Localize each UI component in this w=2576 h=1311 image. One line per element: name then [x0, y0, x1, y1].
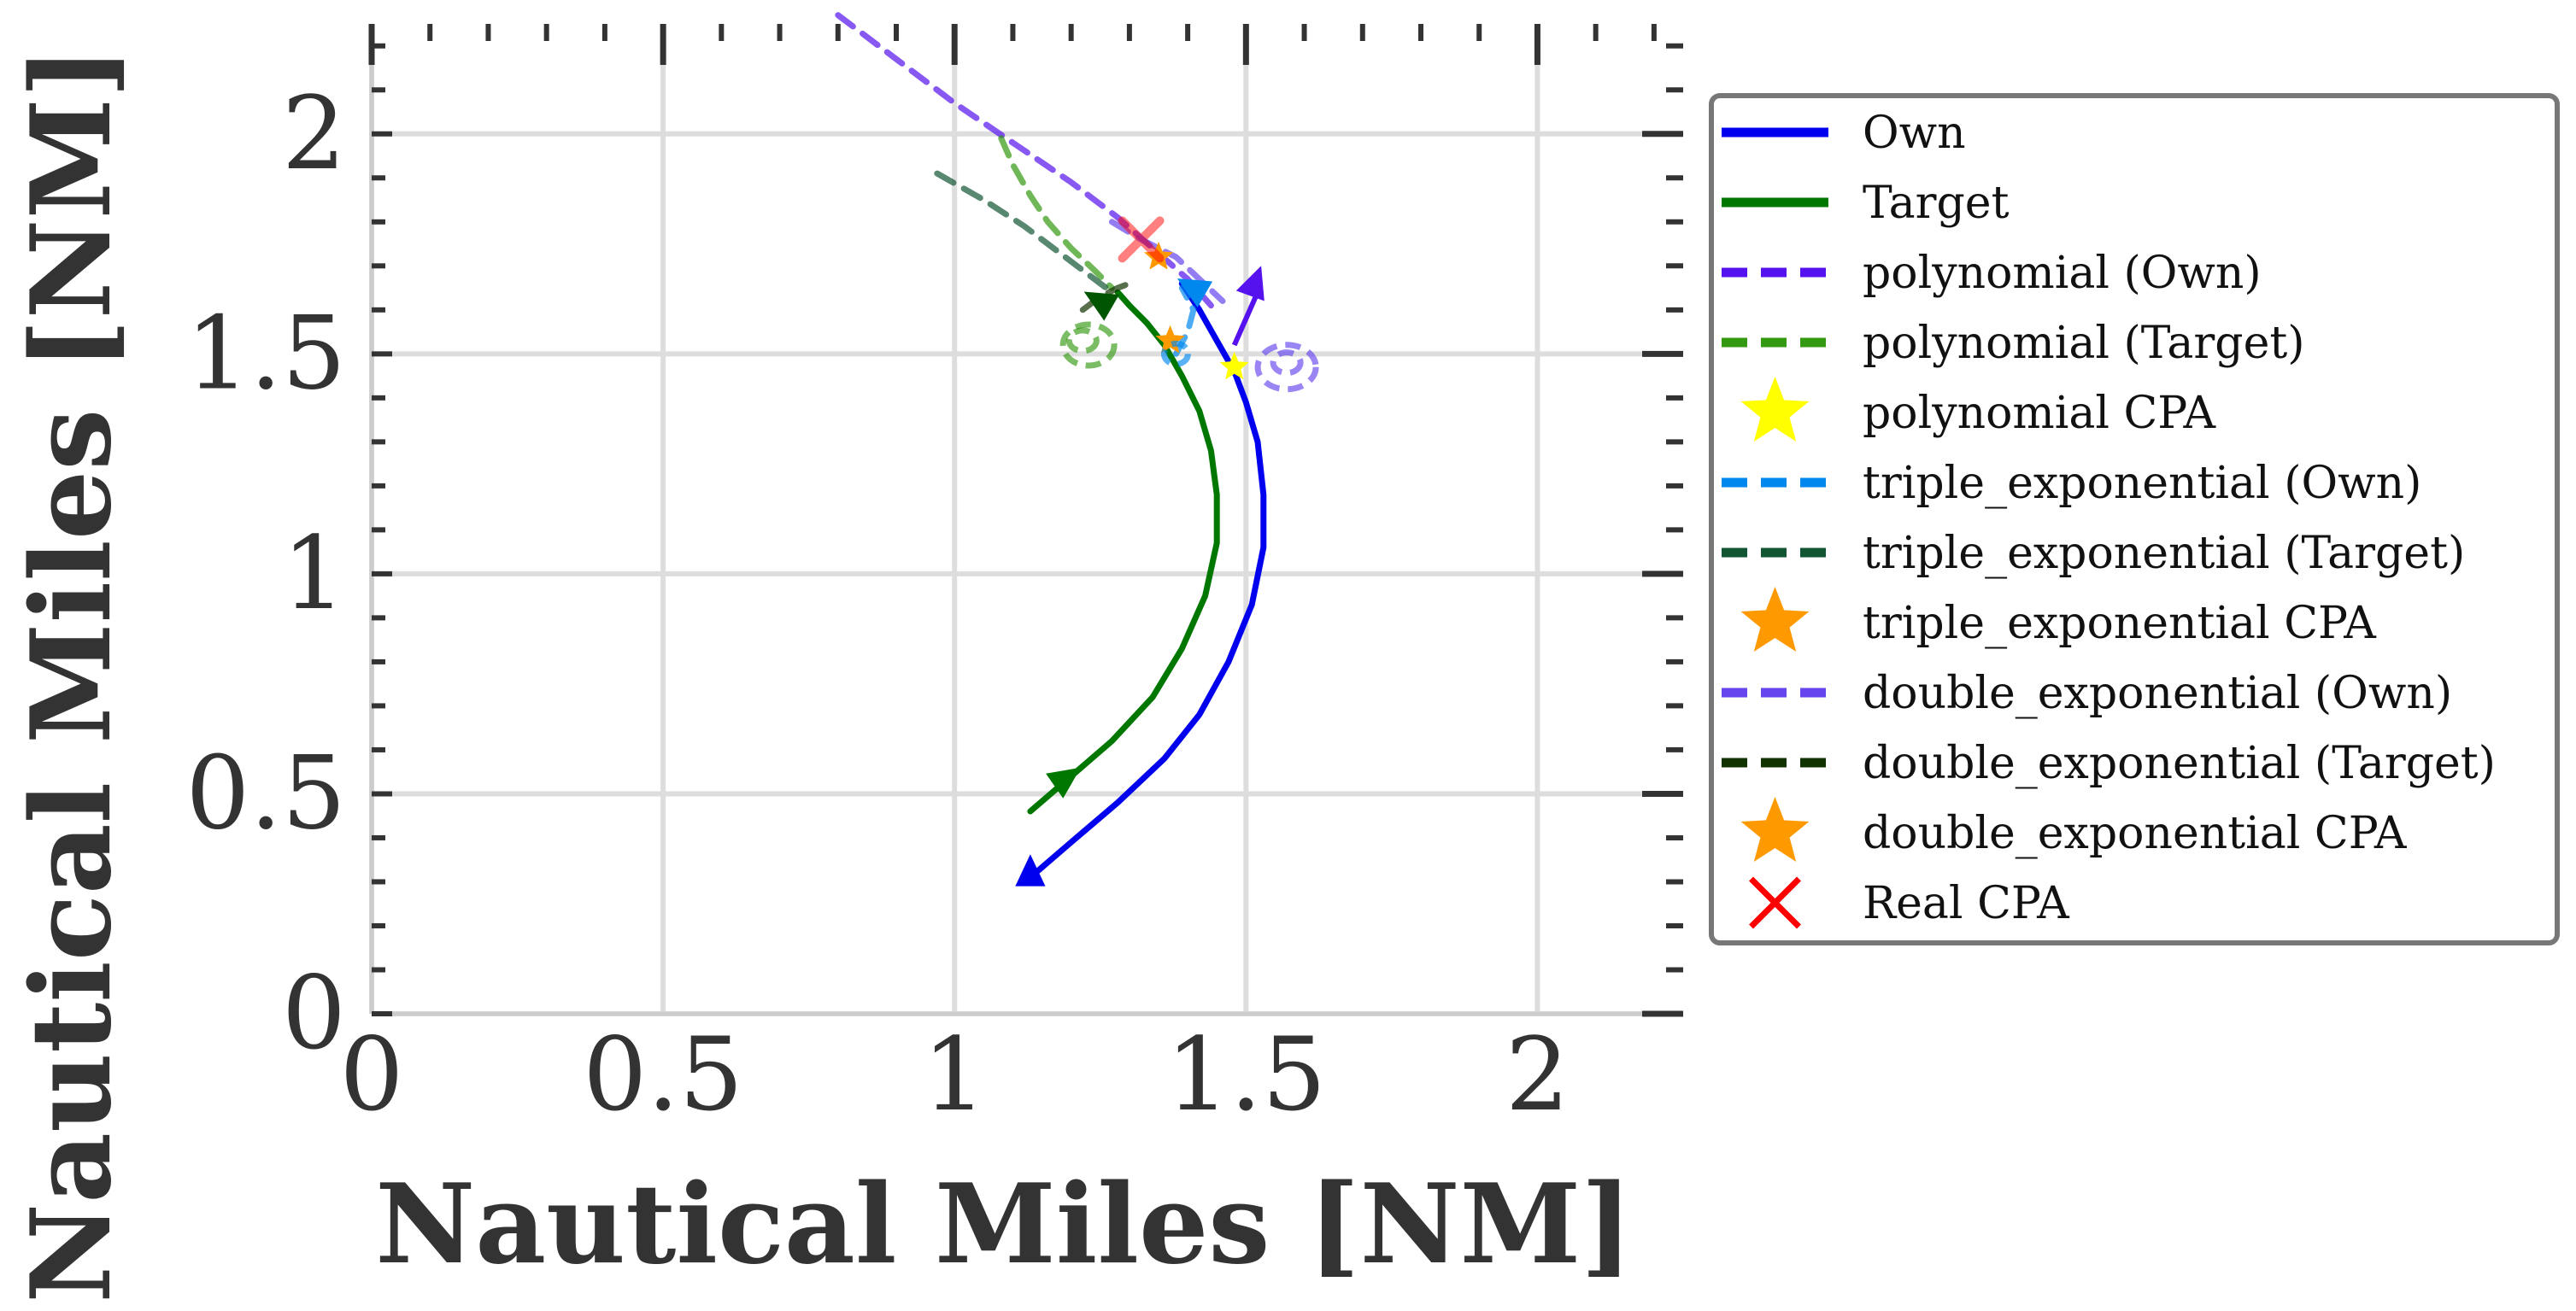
x-tick-label: 2 [1505, 1015, 1570, 1133]
legend-star-icon [1740, 587, 1810, 652]
triple-exponential-target-line [934, 170, 1115, 296]
legend-label: triple_exponential CPA [1863, 598, 2377, 649]
legend-label: Own [1863, 108, 1966, 159]
legend-star-icon [1740, 377, 1810, 442]
legend-item-double-exponential-own: double_exponential (Own) [1722, 668, 2452, 719]
real-cpa-marker [1118, 216, 1165, 263]
legend-label: Real CPA [1863, 878, 2070, 929]
legend-item-triple-exponential-own: triple_exponential (Own) [1722, 458, 2421, 509]
polynomial-own-line [835, 12, 1214, 309]
y-tick-label: 0.5 [185, 734, 346, 852]
legend-item-polynomial-own: polynomial (Own) [1722, 248, 2262, 299]
y-tick-label: 1.5 [185, 294, 346, 412]
legend-frame [1709, 93, 2560, 945]
legend-x-icon [1749, 876, 1801, 929]
legend-item-own: Own [1722, 108, 1966, 159]
polynomial-target-line [998, 135, 1115, 291]
legend-item-polynomial-cpa: polynomial CPA [1740, 377, 2217, 442]
legend-label: double_exponential (Target) [1863, 738, 2496, 789]
target-direction-arrow-icon [1046, 767, 1081, 799]
legend-item-target: Target [1722, 178, 2010, 229]
own-start-arrow-icon [1015, 854, 1046, 887]
grid [369, 24, 1683, 1016]
axis-ticks [368, 24, 1683, 1017]
polynomial-own-swirl-inner [1270, 349, 1304, 377]
tick-labels: 0 0.5 1 1.5 2 0 0.5 1 1.5 2 [185, 74, 1570, 1133]
x-tick-label: 1 [923, 1015, 987, 1133]
legend-label: polynomial (Own) [1863, 248, 2262, 299]
y-tick-label: 1 [282, 514, 346, 632]
legend-label: double_exponential (Own) [1863, 668, 2452, 719]
target-end-arrow-icon [1083, 291, 1119, 321]
double-exponential-own-line [1108, 219, 1226, 304]
triple-exp-own-swirl [1160, 340, 1191, 367]
legend-label: double_exponential CPA [1863, 808, 2408, 859]
legend-item-triple-exponential-target: triple_exponential (Target) [1722, 528, 2465, 579]
y-tick-label: 0 [282, 954, 346, 1072]
plot-series [835, 12, 1267, 881]
polynomial-own-stem [1231, 291, 1260, 347]
polynomial-own-swirl [1254, 342, 1319, 393]
triple-exp-own-arrow-icon [1177, 278, 1213, 307]
legend-item-polynomial-target: polynomial (Target) [1722, 318, 2305, 369]
legend-label: Target [1863, 178, 2010, 229]
legend-label: triple_exponential (Target) [1863, 528, 2465, 579]
x-tick-label: 1.5 [1165, 1015, 1326, 1133]
polynomial-cpa-marker [1219, 351, 1249, 380]
polynomial-target-swirl-inner [1065, 327, 1100, 354]
legend-star-icon [1740, 797, 1810, 862]
x-tick-label: 0 [339, 1015, 403, 1133]
x-tick-label: 0.5 [583, 1015, 743, 1133]
legend-item-real-cpa: Real CPA [1749, 876, 2070, 929]
trajectory-decorations [1015, 266, 1319, 887]
polynomial-target-swirl [1059, 321, 1118, 369]
polynomial-own-arrow-icon [1235, 266, 1265, 301]
y-axis-label: Nautical Miles [NM] [8, 46, 136, 1303]
x-axis-label: Nautical Miles [NM] [375, 1161, 1633, 1289]
legend-item-triple-exponential-cpa: triple_exponential CPA [1740, 587, 2377, 652]
legend-label: triple_exponential (Own) [1863, 458, 2421, 509]
own-line [1027, 280, 1267, 881]
legend-label: polynomial (Target) [1863, 318, 2305, 369]
legend-item-double-exponential-target: double_exponential (Target) [1722, 738, 2496, 789]
legend-item-double-exponential-cpa: double_exponential CPA [1740, 797, 2408, 862]
legend: Own Target polynomial (Own) polynomial (Tar… [1709, 93, 2560, 945]
y-tick-label: 2 [282, 74, 346, 192]
target-line [1027, 289, 1220, 815]
legend-label: polynomial CPA [1863, 388, 2217, 439]
double-exponential-target-line [1079, 280, 1133, 313]
